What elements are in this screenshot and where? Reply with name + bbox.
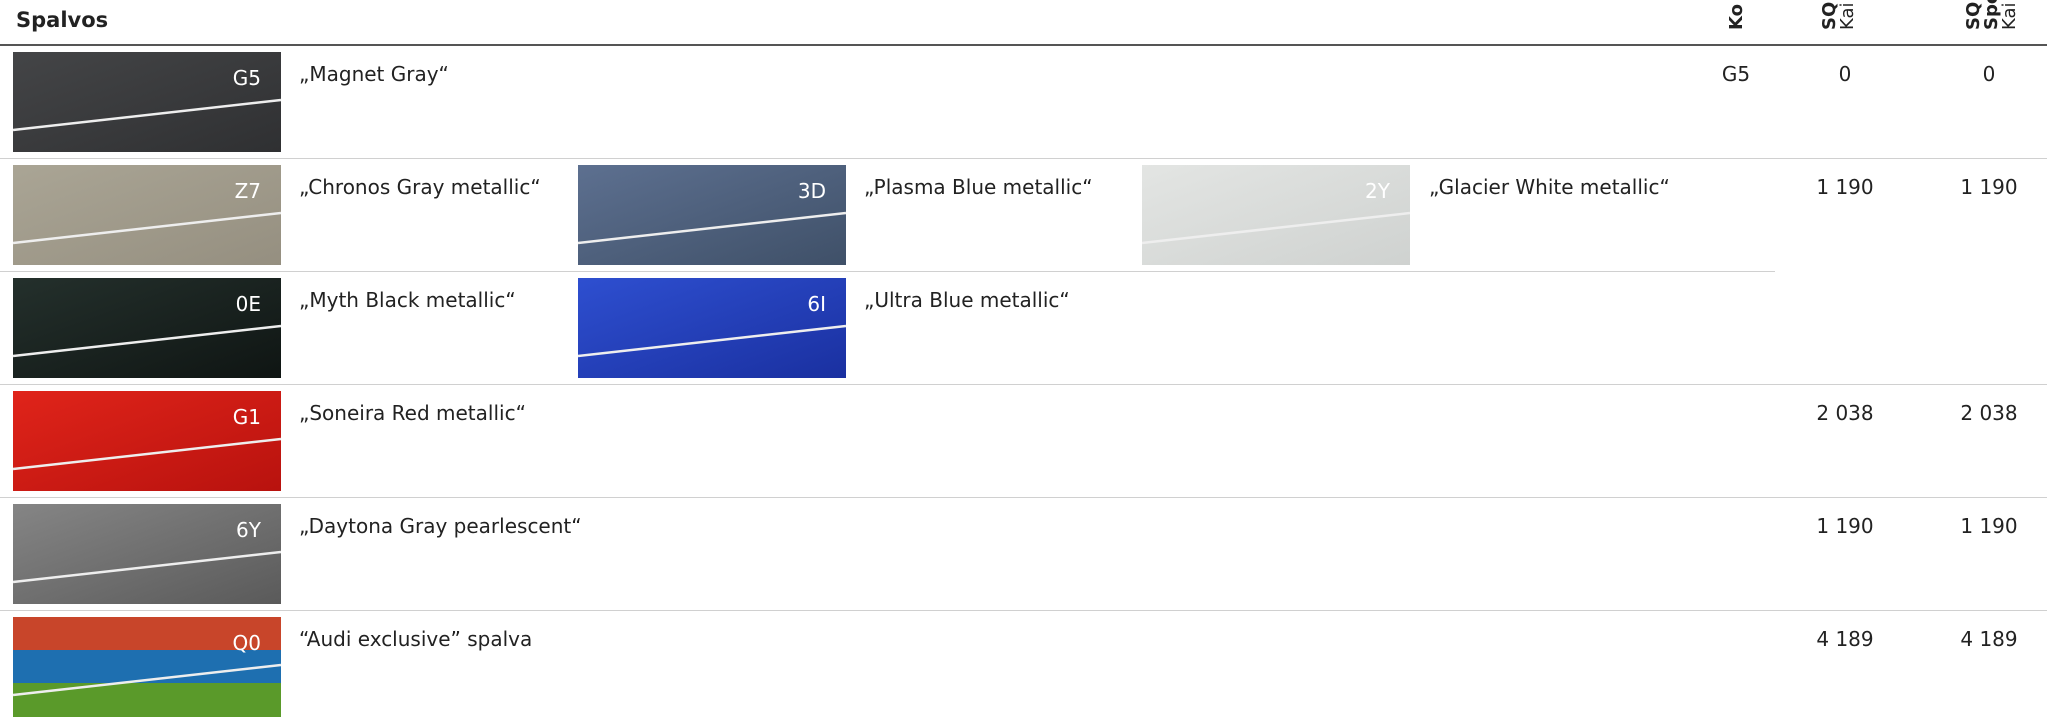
swatch-line (13, 98, 281, 132)
swatch-code: 2Y (1365, 179, 1390, 203)
price: 4 189 (1816, 627, 1874, 651)
swatch-line (578, 211, 846, 245)
swatch: G5 (13, 52, 281, 152)
swatch-code: Q0 (232, 631, 261, 655)
column-header: Ko (1726, 4, 1747, 30)
swatch: 2Y (1142, 165, 1410, 265)
swatch-code: 6Y (236, 518, 261, 542)
swatch-code: Z7 (234, 179, 261, 203)
column-header-line: Kai (1999, 2, 2020, 30)
code: G5 (1721, 62, 1751, 86)
price: 2 038 (1816, 401, 1874, 425)
color-name: „Magnet Gray“ (299, 62, 449, 86)
price: 1 190 (1816, 514, 1874, 538)
price: 4 189 (1960, 627, 2018, 651)
price: 1 190 (1960, 175, 2018, 199)
row-separator (0, 497, 2047, 498)
sub-separator (0, 271, 1775, 272)
swatch-code: 3D (797, 179, 826, 203)
swatch: 6I (578, 278, 846, 378)
swatch: 0E (13, 278, 281, 378)
column-header: SQ Spo Kai (1963, 0, 2020, 30)
color-name: „Glacier White metallic“ (1429, 175, 1670, 199)
swatch-code: 6I (807, 292, 826, 316)
color-name: „Chronos Gray metallic“ (299, 175, 541, 199)
swatch-line (13, 211, 281, 245)
swatch-line (13, 550, 281, 584)
swatch: 6Y (13, 504, 281, 604)
swatch-code: 0E (235, 292, 261, 316)
row-separator (0, 158, 2047, 159)
swatch-code: G5 (232, 66, 261, 90)
price: 1 190 (1960, 514, 2018, 538)
price: 0 (1838, 62, 1852, 86)
swatch: Q0 (13, 617, 281, 717)
title: Spalvos (16, 8, 109, 32)
color-name: „Myth Black metallic“ (299, 288, 516, 312)
color-name: „Daytona Gray pearlescent“ (299, 514, 582, 538)
swatch: 3D (578, 165, 846, 265)
color-name: “Audi exclusive” spalva (299, 627, 533, 651)
swatch: G1 (13, 391, 281, 491)
column-header: SQ Kai (1819, 2, 1858, 30)
header-rule (0, 44, 2047, 46)
row-separator (0, 384, 2047, 385)
color-name: „Soneira Red metallic“ (299, 401, 526, 425)
color-name: „Ultra Blue metallic“ (864, 288, 1070, 312)
swatch-line (13, 437, 281, 471)
price: 0 (1982, 62, 1996, 86)
color-name: „Plasma Blue metallic“ (864, 175, 1093, 199)
price: 2 038 (1960, 401, 2018, 425)
column-header-line: Ko (1726, 4, 1747, 30)
swatch: Z7 (13, 165, 281, 265)
swatch-line (13, 663, 281, 697)
column-header-line: Kai (1837, 2, 1858, 30)
swatch-line (1142, 211, 1410, 245)
price: 1 190 (1816, 175, 1874, 199)
swatch-code: G1 (232, 405, 261, 429)
swatch-line (578, 324, 846, 358)
row-separator (0, 610, 2047, 611)
swatch-line (13, 324, 281, 358)
